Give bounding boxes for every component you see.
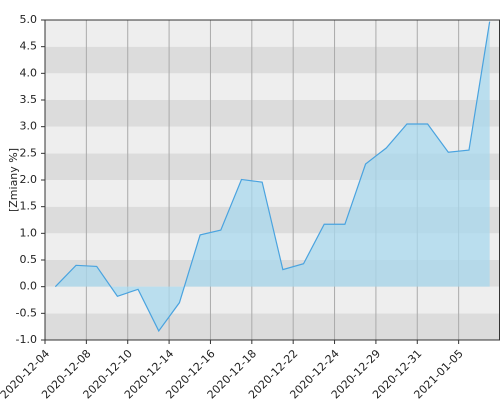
area [55,21,490,331]
y-tick-label: 1.0 [20,226,38,239]
y-tick-label: 2.5 [20,146,38,159]
y-tick-label: 4.0 [20,66,38,79]
y-tick-label: -1.0 [16,333,37,346]
grid-band [45,313,500,340]
y-tick-label: 0.5 [20,253,38,266]
y-tick-label: 4.5 [20,40,38,53]
grid-band [45,20,500,47]
grid-band [45,100,500,127]
y-tick-label: 2.0 [20,173,38,186]
grid-band [45,73,500,100]
y-tick-label: 3.0 [20,120,38,133]
y-tick-label: -0.5 [16,306,37,319]
y-axis-label: [Zmiany %] [7,148,20,212]
y-tick-label: 3.5 [20,93,38,106]
line [54,21,491,333]
grid-band [45,46,500,74]
y-tick-label: 1.5 [20,200,38,213]
y-tick-label: 0.0 [20,280,38,293]
y-tick-label: 5.0 [20,13,38,26]
